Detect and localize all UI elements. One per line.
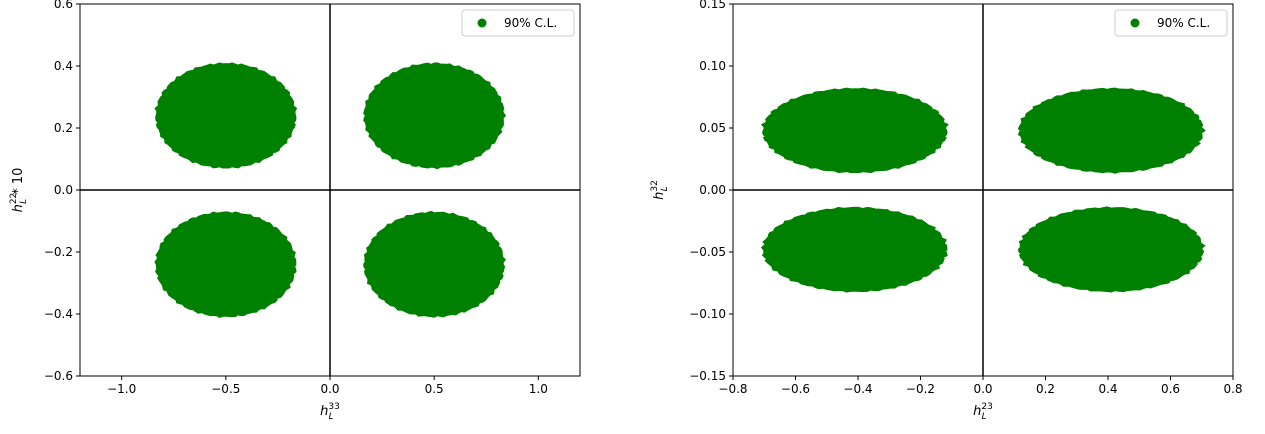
x-tick-label: −1.0: [107, 382, 136, 396]
y-tick-label: −0.15: [689, 369, 726, 383]
x-tick-label: −0.8: [718, 382, 747, 396]
right-chart-panel: −0.8 −0.6 −0.4 −0.2 0.0 0.2 0.4 0.6 0.8 −0.15 −0.1…: [650, 0, 1243, 422]
x-axis-label: h33 L: [320, 402, 340, 422]
x-tick-label: 0.8: [1223, 382, 1242, 396]
y-tick-label: 0.0: [54, 183, 73, 197]
legend-marker: [1130, 18, 1140, 28]
confidence-region: [760, 206, 948, 293]
confidence-region: [363, 210, 506, 318]
y-tick-label: 0.00: [699, 183, 726, 197]
x-tick-label: 0.0: [320, 382, 339, 396]
y-tick-label: 0.4: [54, 59, 73, 73]
legend-box: [1114, 9, 1228, 37]
x-tick-label: 0.0: [973, 382, 992, 396]
x-tick-label: −0.2: [906, 382, 935, 396]
y-tick-label: −0.10: [689, 307, 726, 321]
x-tick-label: 0.4: [1098, 382, 1117, 396]
x-tick-label: −0.5: [211, 382, 240, 396]
y-tick-label: −0.05: [689, 245, 726, 259]
confidence-region: [154, 211, 297, 318]
x-axis-label: h23 L: [973, 402, 993, 422]
y-tick-label: −0.6: [44, 369, 73, 383]
legend-box: [461, 9, 575, 37]
confidence-region: [1018, 206, 1206, 293]
x-tick-label: −0.4: [843, 382, 872, 396]
y-tick-label: 0.05: [699, 121, 726, 135]
legend-label: 90% C.L.: [1157, 16, 1210, 30]
confidence-region: [363, 62, 507, 170]
y-tick-label: 0.6: [54, 0, 73, 11]
x-tick-label: 0.2: [1036, 382, 1055, 396]
y-tick-label: −0.4: [44, 307, 73, 321]
confidence-region: [154, 62, 298, 169]
x-tick-label: −0.6: [781, 382, 810, 396]
left-chart-panel: −1.0 −0.5 0.0 0.5 1.0 −0.6 −0.4 −0.2 0.0 0.2 0.4 0.…: [9, 0, 581, 422]
x-tick-label: 1.0: [529, 382, 548, 396]
legend-label: 90% C.L.: [504, 16, 557, 30]
y-axis-label: h32L: [650, 180, 670, 200]
y-tick-label: −0.2: [44, 245, 73, 259]
y-axis-label: h22L * 10: [9, 168, 29, 213]
legend: 90% C.L.: [1114, 9, 1228, 37]
legend-marker: [477, 18, 487, 28]
x-tick-label: 0.5: [425, 382, 444, 396]
y-tick-label: 0.15: [699, 0, 726, 11]
y-tick-label: 0.2: [54, 121, 73, 135]
legend: 90% C.L.: [461, 9, 575, 37]
confidence-region: [1017, 87, 1206, 174]
y-tick-label: 0.10: [699, 59, 726, 73]
x-tick-label: 0.6: [1161, 382, 1180, 396]
confidence-region: [760, 87, 949, 174]
